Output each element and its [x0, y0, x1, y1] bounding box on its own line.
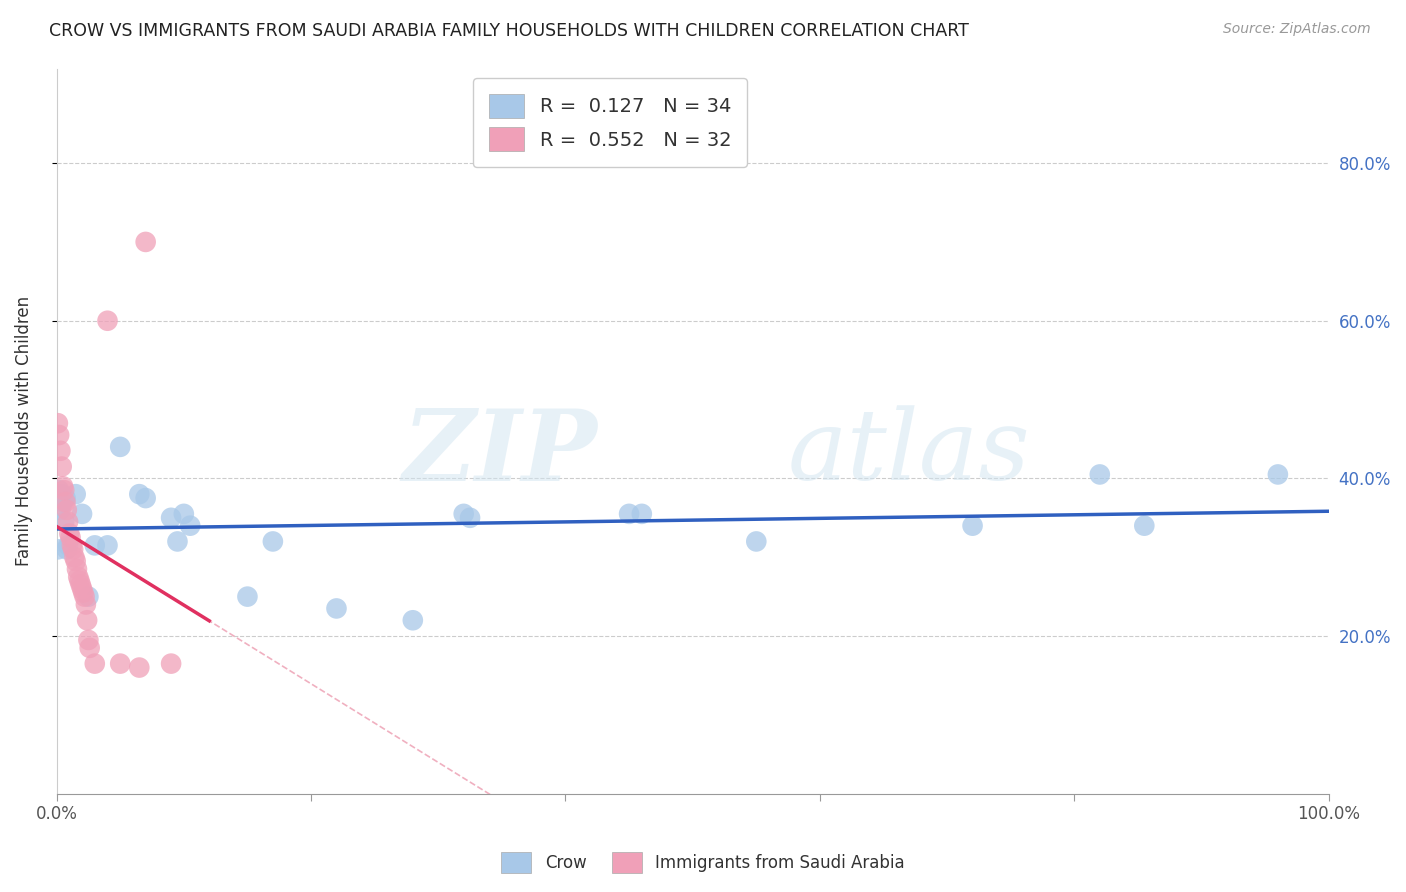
Point: [1133, 518, 1156, 533]
Point: [617, 507, 640, 521]
Point: [56, 542, 79, 557]
Point: [70, 582, 93, 596]
Point: [48, 483, 70, 498]
Point: [135, 235, 157, 249]
Point: [96, 314, 118, 328]
Point: [77, 632, 100, 647]
Point: [630, 507, 652, 521]
Point: [63, 550, 86, 565]
Point: [453, 507, 475, 521]
Point: [179, 518, 201, 533]
Point: [110, 657, 132, 671]
Point: [83, 657, 105, 671]
Point: [325, 601, 347, 615]
Point: [56, 538, 79, 552]
Point: [60, 538, 83, 552]
Point: [96, 538, 118, 552]
Point: [65, 554, 87, 568]
Point: [1088, 467, 1111, 482]
Point: [72, 585, 94, 599]
Point: [62, 542, 84, 557]
Point: [458, 510, 481, 524]
Point: [56, 503, 79, 517]
Point: [58, 526, 80, 541]
Point: [49, 443, 72, 458]
Point: [173, 507, 195, 521]
Point: [46, 542, 69, 557]
Point: [1267, 467, 1289, 482]
Point: [77, 590, 100, 604]
Point: [128, 487, 150, 501]
Point: [51, 459, 73, 474]
Legend: R =  0.127   N = 34, R =  0.552   N = 32: R = 0.127 N = 34, R = 0.552 N = 32: [474, 78, 747, 167]
Point: [55, 495, 77, 509]
Point: [67, 570, 90, 584]
Point: [236, 590, 259, 604]
Point: [160, 657, 183, 671]
Text: Source: ZipAtlas.com: Source: ZipAtlas.com: [1223, 22, 1371, 37]
Point: [75, 598, 97, 612]
Point: [745, 534, 768, 549]
Point: [56, 515, 79, 529]
Point: [160, 510, 183, 524]
Point: [962, 518, 984, 533]
Point: [66, 562, 89, 576]
Point: [135, 491, 157, 505]
Point: [402, 613, 425, 627]
Point: [59, 531, 82, 545]
Point: [48, 428, 70, 442]
Text: CROW VS IMMIGRANTS FROM SAUDI ARABIA FAMILY HOUSEHOLDS WITH CHILDREN CORRELATION: CROW VS IMMIGRANTS FROM SAUDI ARABIA FAM…: [49, 22, 969, 40]
Point: [76, 613, 98, 627]
Legend: Crow, Immigrants from Saudi Arabia: Crow, Immigrants from Saudi Arabia: [495, 846, 911, 880]
Point: [51, 487, 73, 501]
Point: [166, 534, 188, 549]
Point: [46, 416, 69, 430]
Point: [52, 479, 75, 493]
Point: [128, 660, 150, 674]
Point: [70, 507, 93, 521]
Point: [53, 515, 76, 529]
Point: [262, 534, 284, 549]
Point: [53, 483, 76, 498]
Point: [79, 640, 101, 655]
Text: ZIP: ZIP: [402, 405, 598, 501]
Y-axis label: Family Households with Children: Family Households with Children: [15, 296, 32, 566]
Point: [52, 495, 75, 509]
Point: [69, 574, 91, 588]
Point: [49, 503, 72, 517]
Point: [69, 578, 91, 592]
Point: [110, 440, 132, 454]
Point: [65, 487, 87, 501]
Point: [73, 590, 96, 604]
Point: [83, 538, 105, 552]
Text: atlas: atlas: [789, 405, 1031, 500]
Point: [55, 491, 77, 505]
